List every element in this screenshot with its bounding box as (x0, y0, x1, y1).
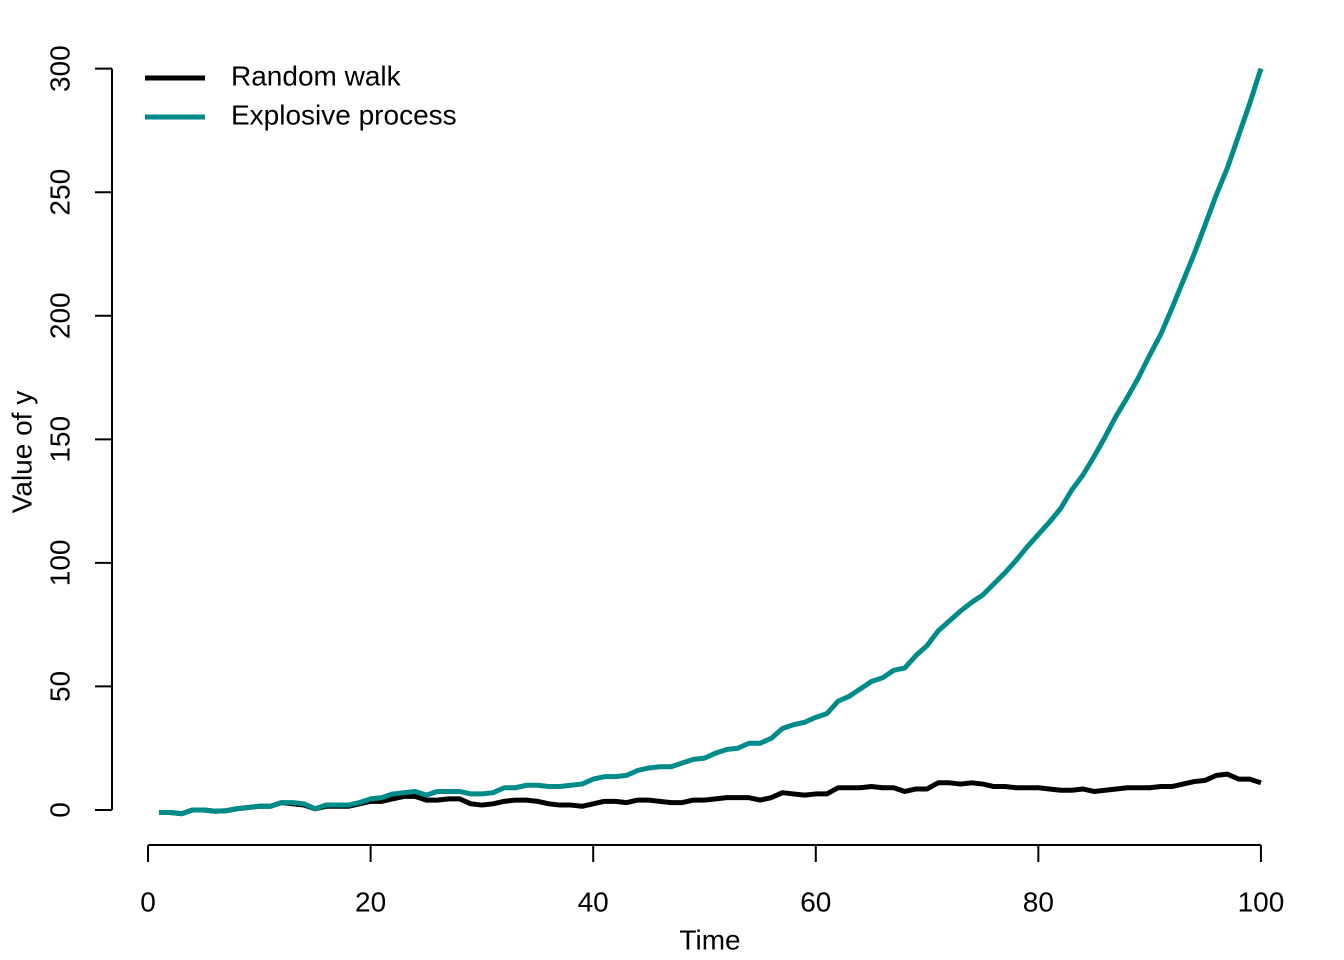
x-axis-label: Time (679, 924, 740, 955)
x-tick-label: 40 (578, 886, 609, 917)
y-tick-label: 300 (44, 45, 75, 92)
y-tick-label: 100 (44, 540, 75, 587)
x-tick-label: 0 (140, 886, 156, 917)
y-tick-label: 50 (44, 671, 75, 702)
y-tick-label: 0 (44, 802, 75, 818)
y-axis-label: Value of y (6, 391, 37, 513)
y-tick-label: 250 (44, 169, 75, 216)
x-tick-label: 100 (1238, 886, 1285, 917)
x-tick-label: 60 (800, 886, 831, 917)
y-tick-label: 200 (44, 292, 75, 339)
legend-label: Explosive process (231, 99, 457, 130)
y-tick-label: 150 (44, 416, 75, 463)
x-tick-label: 80 (1023, 886, 1054, 917)
x-tick-label: 20 (355, 886, 386, 917)
legend-label: Random walk (231, 60, 402, 91)
series-line (159, 67, 1264, 817)
